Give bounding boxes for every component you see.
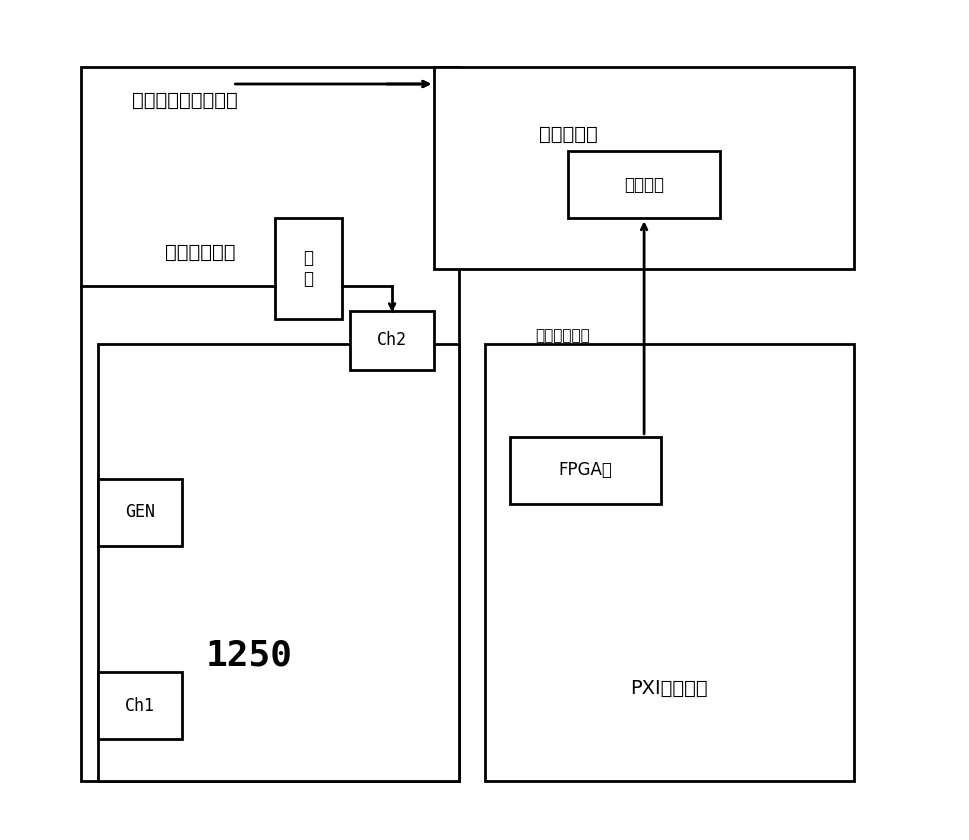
Text: Ch2: Ch2 bbox=[377, 331, 407, 349]
FancyBboxPatch shape bbox=[434, 67, 854, 269]
FancyBboxPatch shape bbox=[510, 437, 661, 504]
Text: Ch1: Ch1 bbox=[125, 696, 155, 715]
Text: 1250: 1250 bbox=[205, 638, 293, 672]
Text: PXI控制主机: PXI控制主机 bbox=[631, 680, 708, 698]
Text: GEN: GEN bbox=[125, 503, 155, 522]
Text: 闭合稳定叫路: 闭合稳定叫路 bbox=[535, 328, 590, 344]
FancyBboxPatch shape bbox=[274, 218, 342, 319]
Text: 稳定回路输出: 稳定回路输出 bbox=[166, 243, 235, 261]
FancyBboxPatch shape bbox=[484, 344, 854, 781]
Text: 给稳定回路提供输入: 给稳定回路提供输入 bbox=[132, 92, 237, 110]
FancyBboxPatch shape bbox=[98, 479, 182, 546]
FancyBboxPatch shape bbox=[81, 67, 459, 781]
Text: FPGA卡: FPGA卡 bbox=[558, 461, 612, 480]
FancyBboxPatch shape bbox=[569, 151, 720, 218]
FancyBboxPatch shape bbox=[98, 344, 459, 781]
Text: 稳定叫路板: 稳定叫路板 bbox=[539, 125, 598, 144]
FancyBboxPatch shape bbox=[350, 311, 434, 370]
Text: 控制信号: 控制信号 bbox=[624, 176, 664, 194]
FancyBboxPatch shape bbox=[98, 672, 182, 739]
Text: 负
载: 负 载 bbox=[303, 249, 313, 288]
